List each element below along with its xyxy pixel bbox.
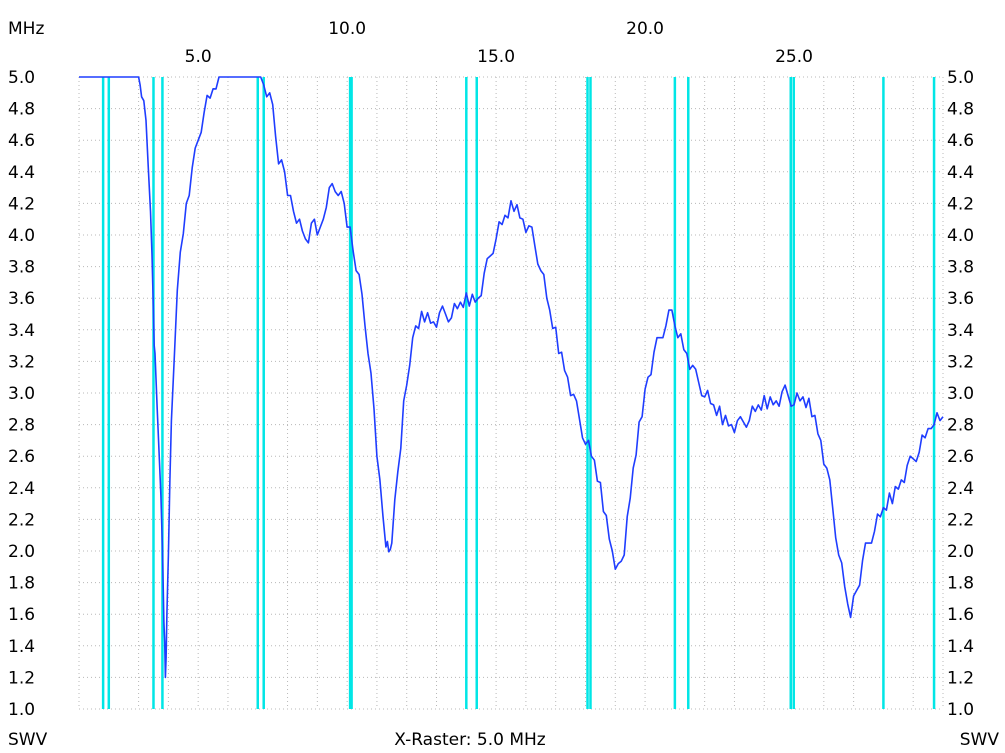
swr-trace-layer [79,76,944,679]
y-tick-label-left: 1.6 [8,605,35,625]
y-tick-label-right: 5.0 [947,68,974,88]
y-tick-label-left: 4.0 [8,226,35,246]
y-tick-label-left: 2.2 [8,510,35,530]
y-tick-label-right: 2.8 [947,416,974,436]
y-tick-label-left: 2.0 [8,542,35,562]
y-tick-label-right: 1.2 [947,668,974,688]
y-tick-label-left: 2.4 [8,479,35,499]
y-tick-label-left: 2.6 [8,447,35,467]
x-tick-label-upper: 10.0 [328,19,366,39]
y-tick-label-left: 3.6 [8,289,35,309]
unit-label-mhz: MHz [8,19,44,39]
x-tick-label-lower: 25.0 [775,47,813,67]
y-tick-label-left: 1.8 [8,574,35,594]
y-tick-label-right: 3.0 [947,384,974,404]
y-tick-label-left: 4.8 [8,100,35,120]
y-tick-label-left: 1.2 [8,668,35,688]
swr-trace [79,76,944,679]
x-tick-label-lower: 5.0 [185,47,212,67]
y-tick-label-right: 4.6 [947,131,974,151]
x-tick-label-lower: 15.0 [477,47,515,67]
y-tick-label-left: 1.0 [8,700,35,720]
y-tick-label-right: 1.0 [947,700,974,720]
y-tick-label-right: 2.2 [947,510,974,530]
y-tick-label-right: 3.4 [947,321,974,341]
grid-layer [78,76,944,710]
y-tick-label-left: 1.4 [8,637,35,657]
y-tick-label-right: 4.0 [947,226,974,246]
y-tick-label-left: 3.4 [8,321,35,341]
y-tick-label-left: 3.0 [8,384,35,404]
y-tick-label-right: 1.4 [947,637,974,657]
y-tick-label-left: 4.4 [8,163,35,183]
y-tick-label-left: 3.8 [8,258,35,278]
y-tick-label-right: 4.2 [947,194,974,214]
band-markers [101,77,936,709]
y-tick-label-right: 3.2 [947,352,974,372]
y-tick-label-left: 3.2 [8,352,35,372]
y-tick-label-right: 1.6 [947,605,974,625]
y-tick-label-left: 2.8 [8,416,35,436]
y-tick-label-right: 3.8 [947,258,974,278]
unit-label-swv-right: SWV [960,730,1000,750]
y-tick-label-right: 2.6 [947,447,974,467]
y-tick-label-right: 4.8 [947,100,974,120]
y-tick-label-left: 5.0 [8,68,35,88]
y-tick-label-right: 1.8 [947,574,974,594]
unit-label-swv-left: SWV [8,730,48,750]
y-tick-label-right: 2.0 [947,542,974,562]
x-raster-label: X-Raster: 5.0 MHz [394,730,545,750]
x-tick-label-upper: 20.0 [626,19,664,39]
y-tick-label-right: 2.4 [947,479,974,499]
y-tick-label-left: 4.6 [8,131,35,151]
y-tick-label-right: 3.6 [947,289,974,309]
axis-labels: MHz SWV X-Raster: 5.0 MHz SWV 5.0 5.0 4.8 4… [8,19,999,750]
y-tick-label-left: 4.2 [8,194,35,214]
y-tick-label-right: 4.4 [947,163,974,183]
